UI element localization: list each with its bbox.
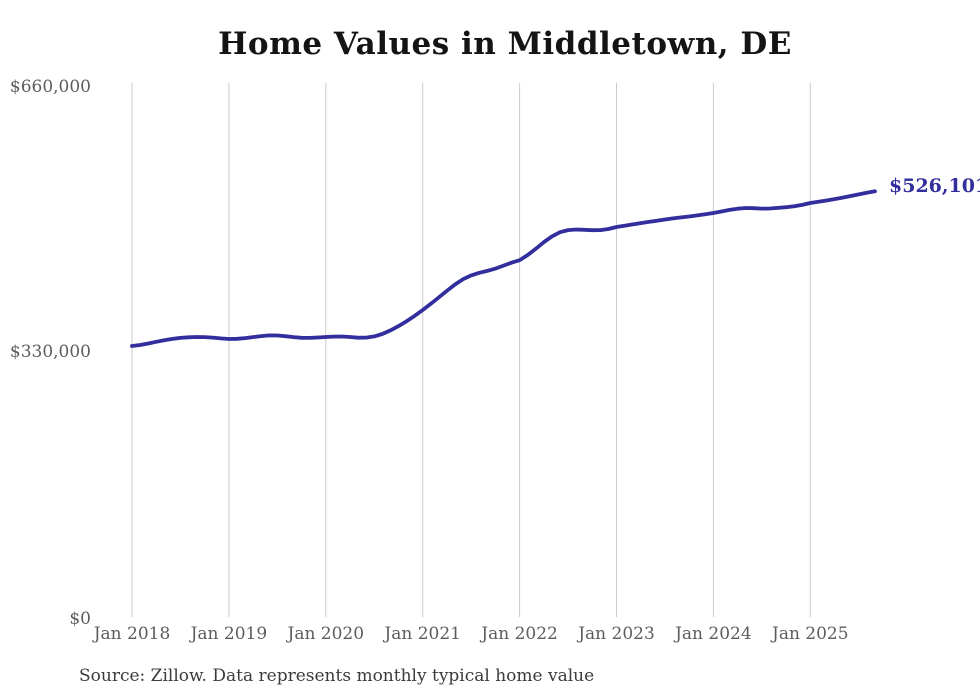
y-tick-660000: $660,000 xyxy=(10,77,91,97)
y-axis-tick-labels: $660,000 $330,000 $0 xyxy=(10,77,91,629)
x-tick-jan-2022: Jan 2022 xyxy=(479,624,558,644)
x-tick-jan-2025: Jan 2025 xyxy=(770,624,849,644)
x-tick-jan-2018: Jan 2018 xyxy=(92,624,171,644)
x-tick-jan-2021: Jan 2021 xyxy=(382,624,461,644)
home-value-line xyxy=(130,189,877,348)
y-tick-0: $0 xyxy=(69,609,91,629)
x-tick-jan-2019: Jan 2019 xyxy=(189,624,268,644)
x-tick-jan-2020: Jan 2020 xyxy=(286,624,365,644)
gridlines xyxy=(131,83,811,617)
x-tick-jan-2024: Jan 2024 xyxy=(673,624,752,644)
chart-title: Home Values in Middletown, DE xyxy=(218,26,792,62)
y-tick-330000: $330,000 xyxy=(10,342,91,362)
x-axis-tick-labels: Jan 2018 Jan 2019 Jan 2020 Jan 2021 Jan … xyxy=(92,624,849,644)
x-tick-jan-2023: Jan 2023 xyxy=(576,624,655,644)
source-note: Source: Zillow. Data represents monthly … xyxy=(79,666,595,686)
end-value-label: $526,101 xyxy=(889,175,980,197)
